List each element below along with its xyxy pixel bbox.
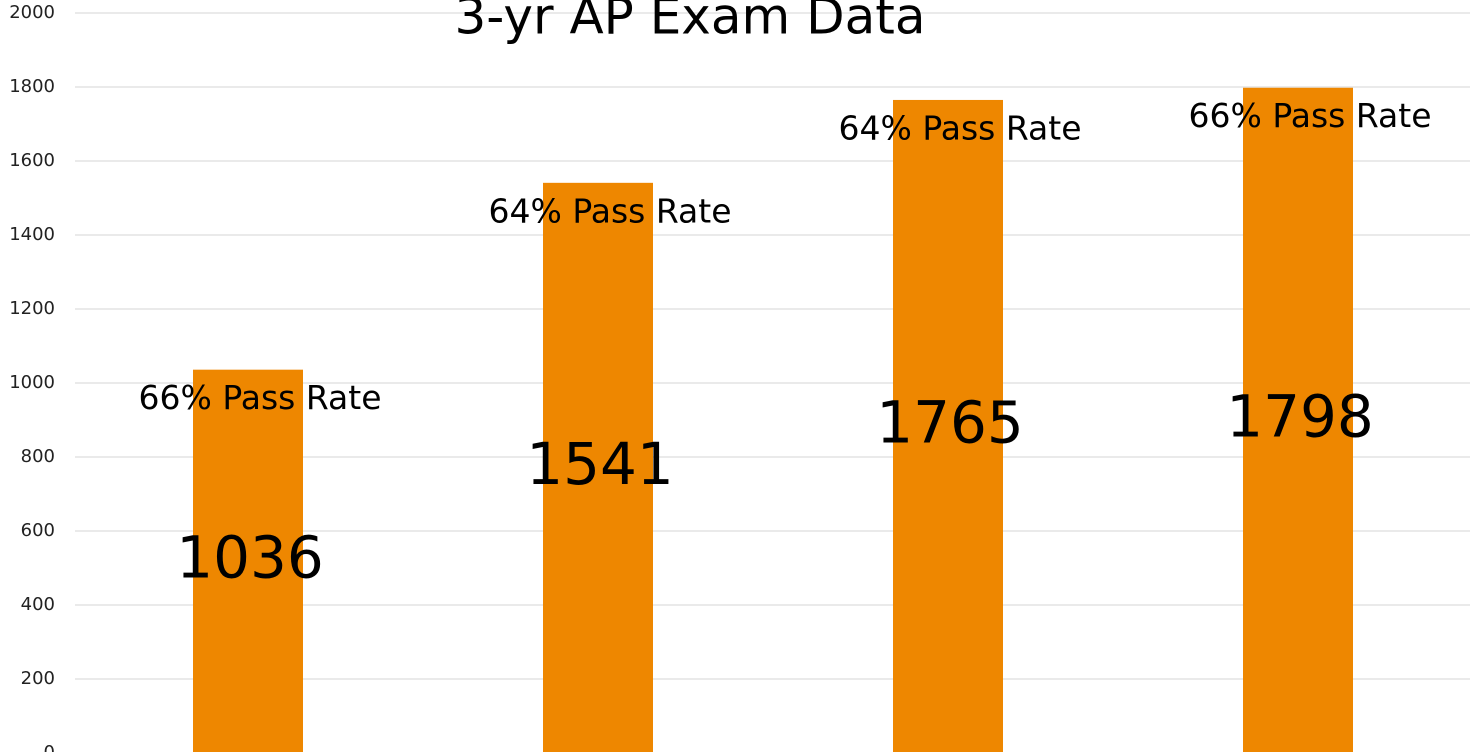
- value-label: 1798: [1226, 382, 1374, 450]
- y-tick-label: 600: [21, 520, 55, 541]
- annotation: 64% Pass Rate: [488, 191, 731, 230]
- bar: [1243, 87, 1353, 752]
- value-label: 1765: [876, 389, 1024, 457]
- bar: [543, 182, 653, 752]
- y-tick-label: 1000: [9, 372, 55, 393]
- y-tick-label: 1200: [9, 298, 55, 319]
- annotation: 64% Pass Rate: [838, 108, 1081, 147]
- annotation: 66% Pass Rate: [1188, 96, 1431, 135]
- y-tick-label: 200: [21, 668, 55, 689]
- bar: [193, 369, 303, 752]
- value-label: 1541: [526, 430, 674, 498]
- y-tick-label: 2000: [9, 2, 55, 23]
- y-tick-label: 0: [44, 742, 55, 752]
- bar: [893, 99, 1003, 752]
- y-tick-label: 400: [21, 594, 55, 615]
- y-tick-label: 1400: [9, 224, 55, 245]
- annotation: 66% Pass Rate: [138, 378, 381, 417]
- y-tick-label: 1600: [9, 150, 55, 171]
- y-tick-label: 1800: [9, 76, 55, 97]
- y-tick-label: 800: [21, 446, 55, 467]
- value-label: 1036: [176, 523, 324, 591]
- chart-title: 3-yr AP Exam Data: [454, 0, 925, 46]
